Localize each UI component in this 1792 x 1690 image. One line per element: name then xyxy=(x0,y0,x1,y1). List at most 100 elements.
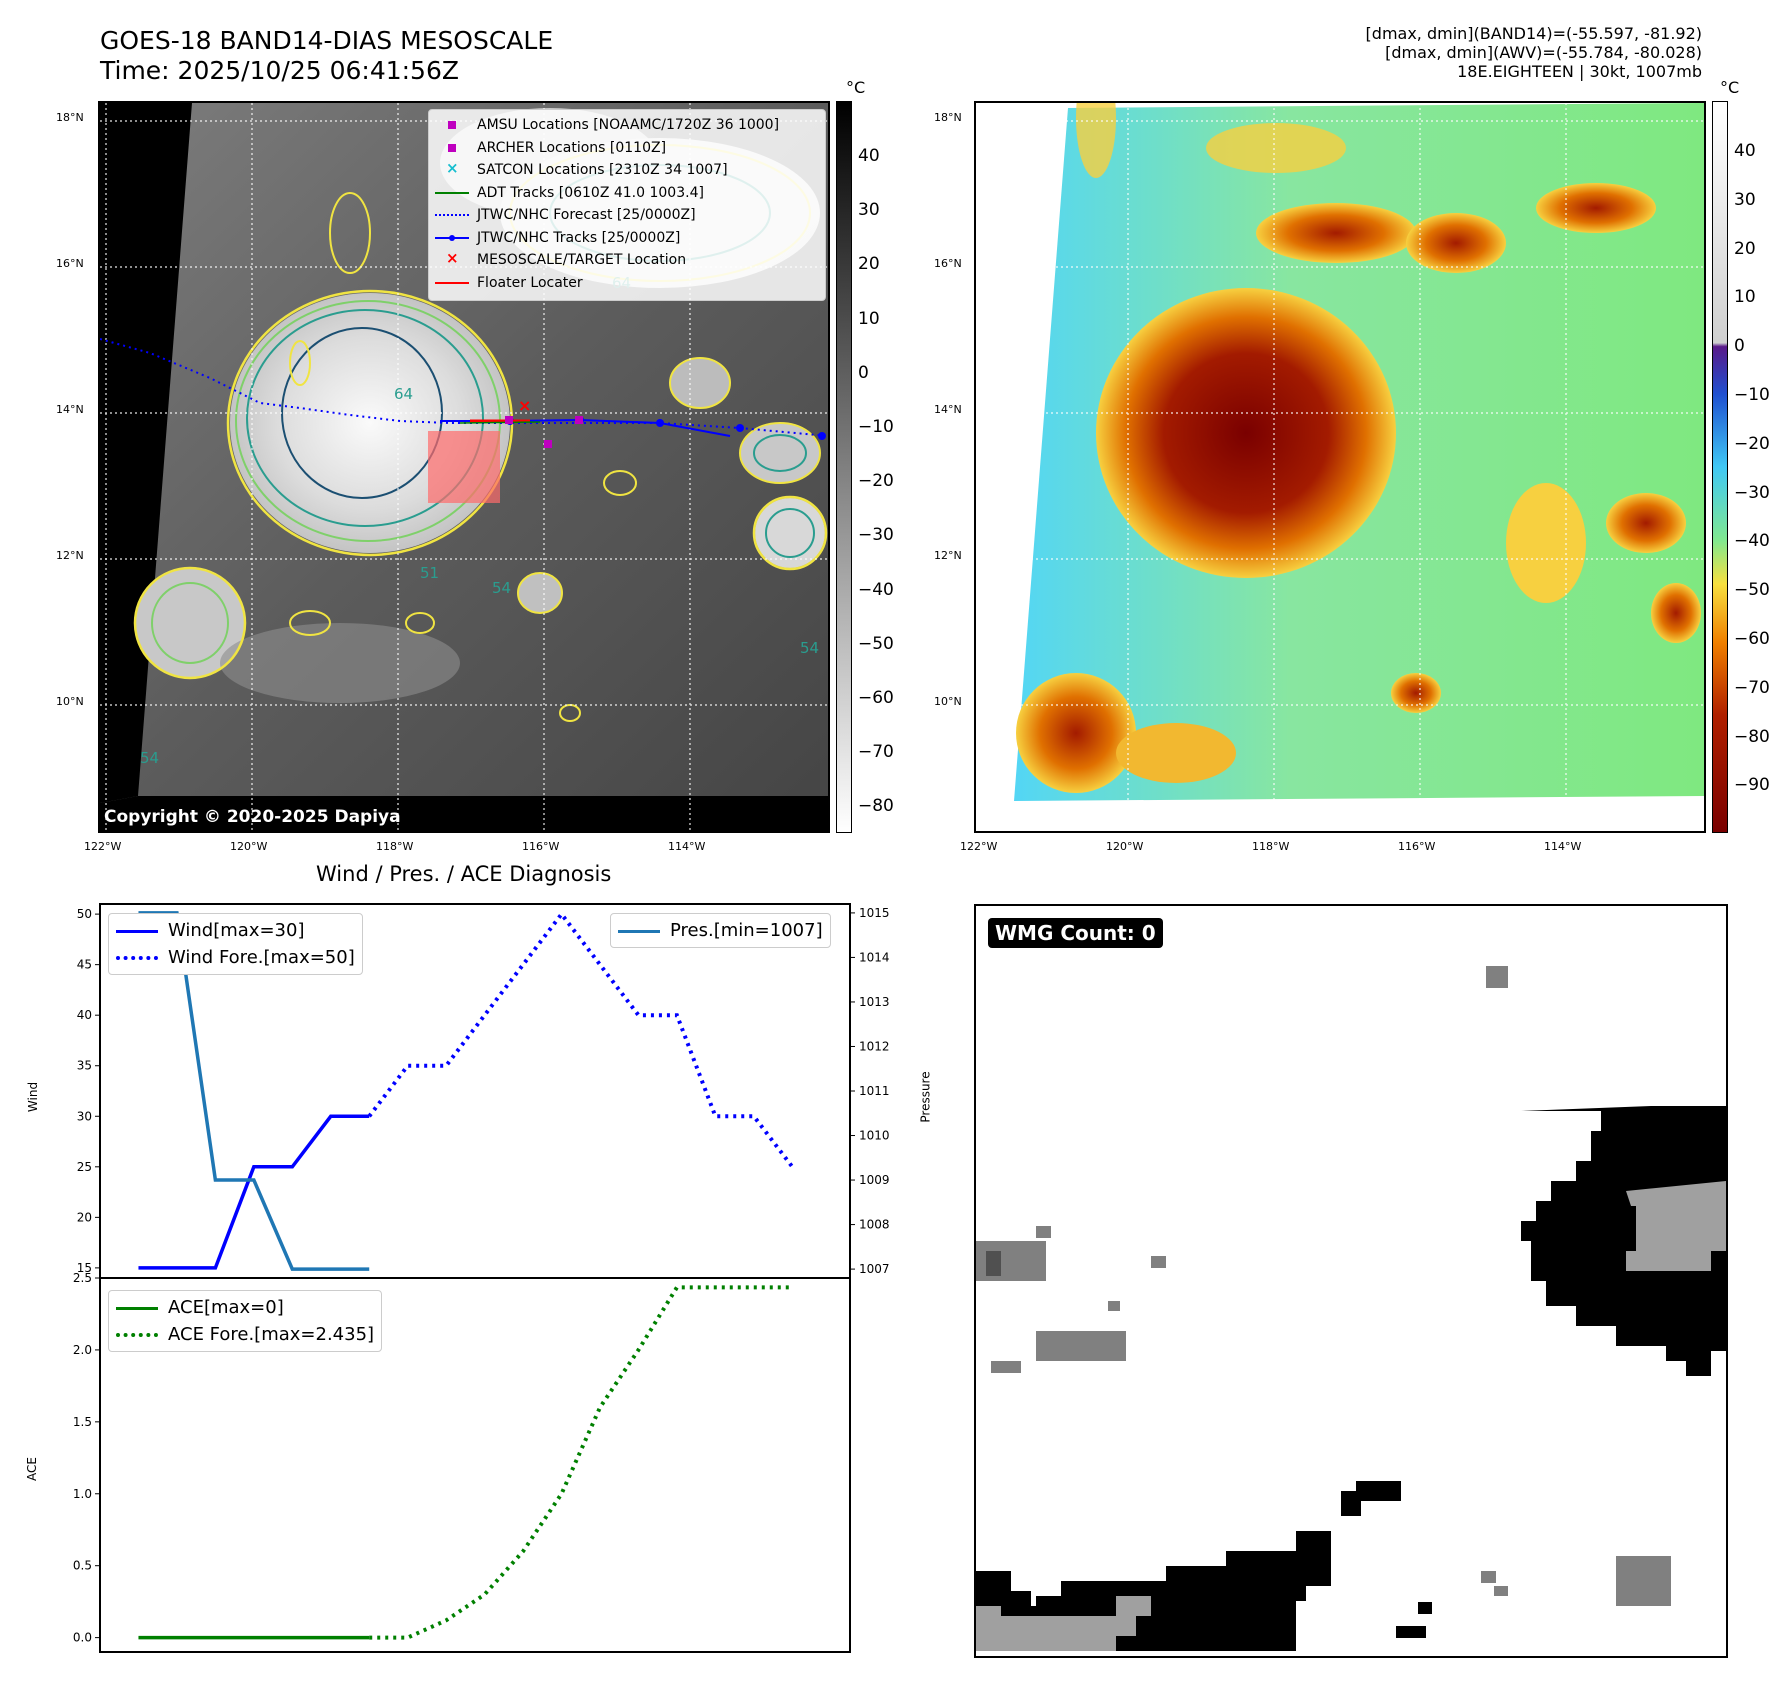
diagnosis-title: Wind / Pres. / ACE Diagnosis xyxy=(316,862,612,886)
ir-colorbar-tick: −60 xyxy=(858,688,894,708)
legend-item: ARCHER Locations [0110Z] xyxy=(435,137,819,160)
ir-colorbar-tick: 40 xyxy=(858,146,880,166)
awv-colorbar-tick: 10 xyxy=(1734,287,1756,308)
y-tick-label: 1.5 xyxy=(73,1415,92,1429)
ir-colorbar-tick: −20 xyxy=(858,471,894,492)
pressure-legend: Pres.[min=1007] xyxy=(610,913,831,948)
y-tick-label: 1014 xyxy=(859,950,890,964)
wmg-image xyxy=(976,966,1726,1651)
svg-text:×: × xyxy=(518,396,531,415)
ace-ylabel: ACE xyxy=(24,1457,39,1481)
ace-legend: ACE[max=0] ACE Fore.[max=2.435] xyxy=(108,1290,383,1352)
info-line-3: 18E.EIGHTEEN | 30kt, 1007mb xyxy=(1457,62,1702,81)
ir-colorbar-tick: 30 xyxy=(858,200,880,221)
wind-ylabel: Wind xyxy=(26,1081,41,1113)
y-tick-label: 1007 xyxy=(859,1262,890,1276)
ir-colorbar-tick: 0 xyxy=(858,362,869,383)
info-block: [dmax, dmin](BAND14)=(-55.597, -81.92) [… xyxy=(1366,24,1702,81)
line-dotted-icon xyxy=(435,208,469,222)
contour-label: 54 xyxy=(140,749,159,767)
ir-colorbar-tick: −70 xyxy=(858,742,894,763)
lat-label: 18°N xyxy=(56,111,84,124)
marker-square-icon xyxy=(435,141,469,155)
y-tick-label: 1012 xyxy=(859,1039,890,1053)
lat-label: 16°N xyxy=(56,257,84,270)
info-line-2: [dmax, dmin](AWV)=(-55.784, -80.028) xyxy=(1385,43,1702,62)
awv-colorbar-tick: 0 xyxy=(1734,336,1745,357)
ir-colorbar-tick: −30 xyxy=(858,525,894,546)
awv-colorbar-tick: −90 xyxy=(1734,775,1770,796)
line-solid-icon xyxy=(116,924,158,938)
awv-colorbar-tick: −20 xyxy=(1734,433,1770,454)
line-dot-icon xyxy=(435,231,469,245)
lat-label: 12°N xyxy=(934,549,962,562)
lon-label: 114°W xyxy=(1544,840,1582,853)
marker-x-icon: × xyxy=(446,249,459,268)
legend-item: Floater Locater xyxy=(435,272,819,295)
lon-label: 120°W xyxy=(230,840,268,853)
line-solid-icon xyxy=(618,924,660,938)
pressure-ylabel: Pressure xyxy=(918,1071,933,1123)
y-tick-label: 50 xyxy=(77,907,92,921)
ir-colorbar-tick: 20 xyxy=(858,254,880,275)
awv-colorbar-tick: −40 xyxy=(1734,531,1770,552)
lat-label: 18°N xyxy=(934,111,962,124)
awv-colorbar-tick: −30 xyxy=(1734,482,1770,503)
lon-label: 116°W xyxy=(522,840,560,853)
marker-x-icon: × xyxy=(446,159,459,178)
awv-colorbar xyxy=(1712,101,1728,833)
ir-panel: × 64 64 54 54 51 54 Copyright © 2020-202… xyxy=(98,101,830,833)
info-line-1: [dmax, dmin](BAND14)=(-55.597, -81.92) xyxy=(1365,24,1702,43)
y-tick-label: 20 xyxy=(77,1210,92,1224)
lon-label: 118°W xyxy=(1252,840,1290,853)
y-tick-label: 45 xyxy=(77,958,92,972)
awv-panel xyxy=(974,101,1706,833)
line-solid-icon xyxy=(435,276,469,290)
line-dotted-icon xyxy=(116,951,158,965)
legend-item: ACE[max=0] xyxy=(116,1294,374,1321)
legend-item: Pres.[min=1007] xyxy=(618,917,823,944)
legend-item: ACE Fore.[max=2.435] xyxy=(116,1321,374,1348)
wind-legend: Wind[max=30] Wind Fore.[max=50] xyxy=(108,913,363,975)
y-tick-label: 2.0 xyxy=(73,1343,92,1357)
awv-colorbar-tick: −80 xyxy=(1734,726,1770,747)
series-line xyxy=(138,911,370,1271)
y-tick-label: 30 xyxy=(77,1109,92,1123)
wmg-panel: WMG Count: 0 xyxy=(974,904,1728,1658)
figure-title: GOES-18 BAND14-DIAS MESOSCALE Time: 2025… xyxy=(100,26,553,86)
awv-colorbar-tick: 20 xyxy=(1734,238,1756,259)
diagnosis-chart: 15 20 25 30 35 40 45 50 1007 1008 1009 1010 1011 1012… xyxy=(73,903,890,1653)
y-tick-label: 1013 xyxy=(859,995,890,1009)
lon-label: 120°W xyxy=(1106,840,1144,853)
ir-colorbar-tick: −10 xyxy=(858,417,894,437)
title-line-1: GOES-18 BAND14-DIAS MESOSCALE xyxy=(100,26,554,55)
awv-colorbar-tick: −10 xyxy=(1734,385,1770,405)
lon-label: 122°W xyxy=(84,840,122,853)
ir-colorbar-tick: −40 xyxy=(858,579,894,600)
y-tick-label: 2.5 xyxy=(73,1271,92,1285)
line-dotted-icon xyxy=(116,1328,158,1342)
title-line-2: Time: 2025/10/25 06:41:56Z xyxy=(100,56,459,85)
contour-label: 51 xyxy=(420,564,439,582)
lat-label: 10°N xyxy=(934,695,962,708)
lat-label: 12°N xyxy=(56,549,84,562)
y-tick-label: 25 xyxy=(77,1160,92,1174)
contour-label: 54 xyxy=(800,639,819,657)
legend-item: Wind[max=30] xyxy=(116,917,355,944)
ir-colorbar-tick: 10 xyxy=(858,308,880,329)
ir-colorbar xyxy=(836,101,852,833)
lon-label: 114°W xyxy=(668,840,706,853)
y-tick-label: 1008 xyxy=(859,1218,890,1232)
series-line xyxy=(369,1285,793,1640)
awv-colorbar-tick: −50 xyxy=(1734,580,1770,601)
legend-item: JTWC/NHC Tracks [25/0000Z] xyxy=(435,227,819,250)
awv-image xyxy=(976,103,1704,831)
line-solid-icon xyxy=(435,186,469,200)
awv-colorbar-tick: −60 xyxy=(1734,629,1770,649)
lat-label: 10°N xyxy=(56,695,84,708)
y-tick-label: 1011 xyxy=(859,1084,890,1098)
copyright-text: Copyright © 2020-2025 Dapiya xyxy=(104,807,401,827)
y-tick-label: 15 xyxy=(77,1261,92,1275)
y-tick-label: 40 xyxy=(77,1008,92,1022)
legend-item: JTWC/NHC Forecast [25/0000Z] xyxy=(435,204,819,227)
